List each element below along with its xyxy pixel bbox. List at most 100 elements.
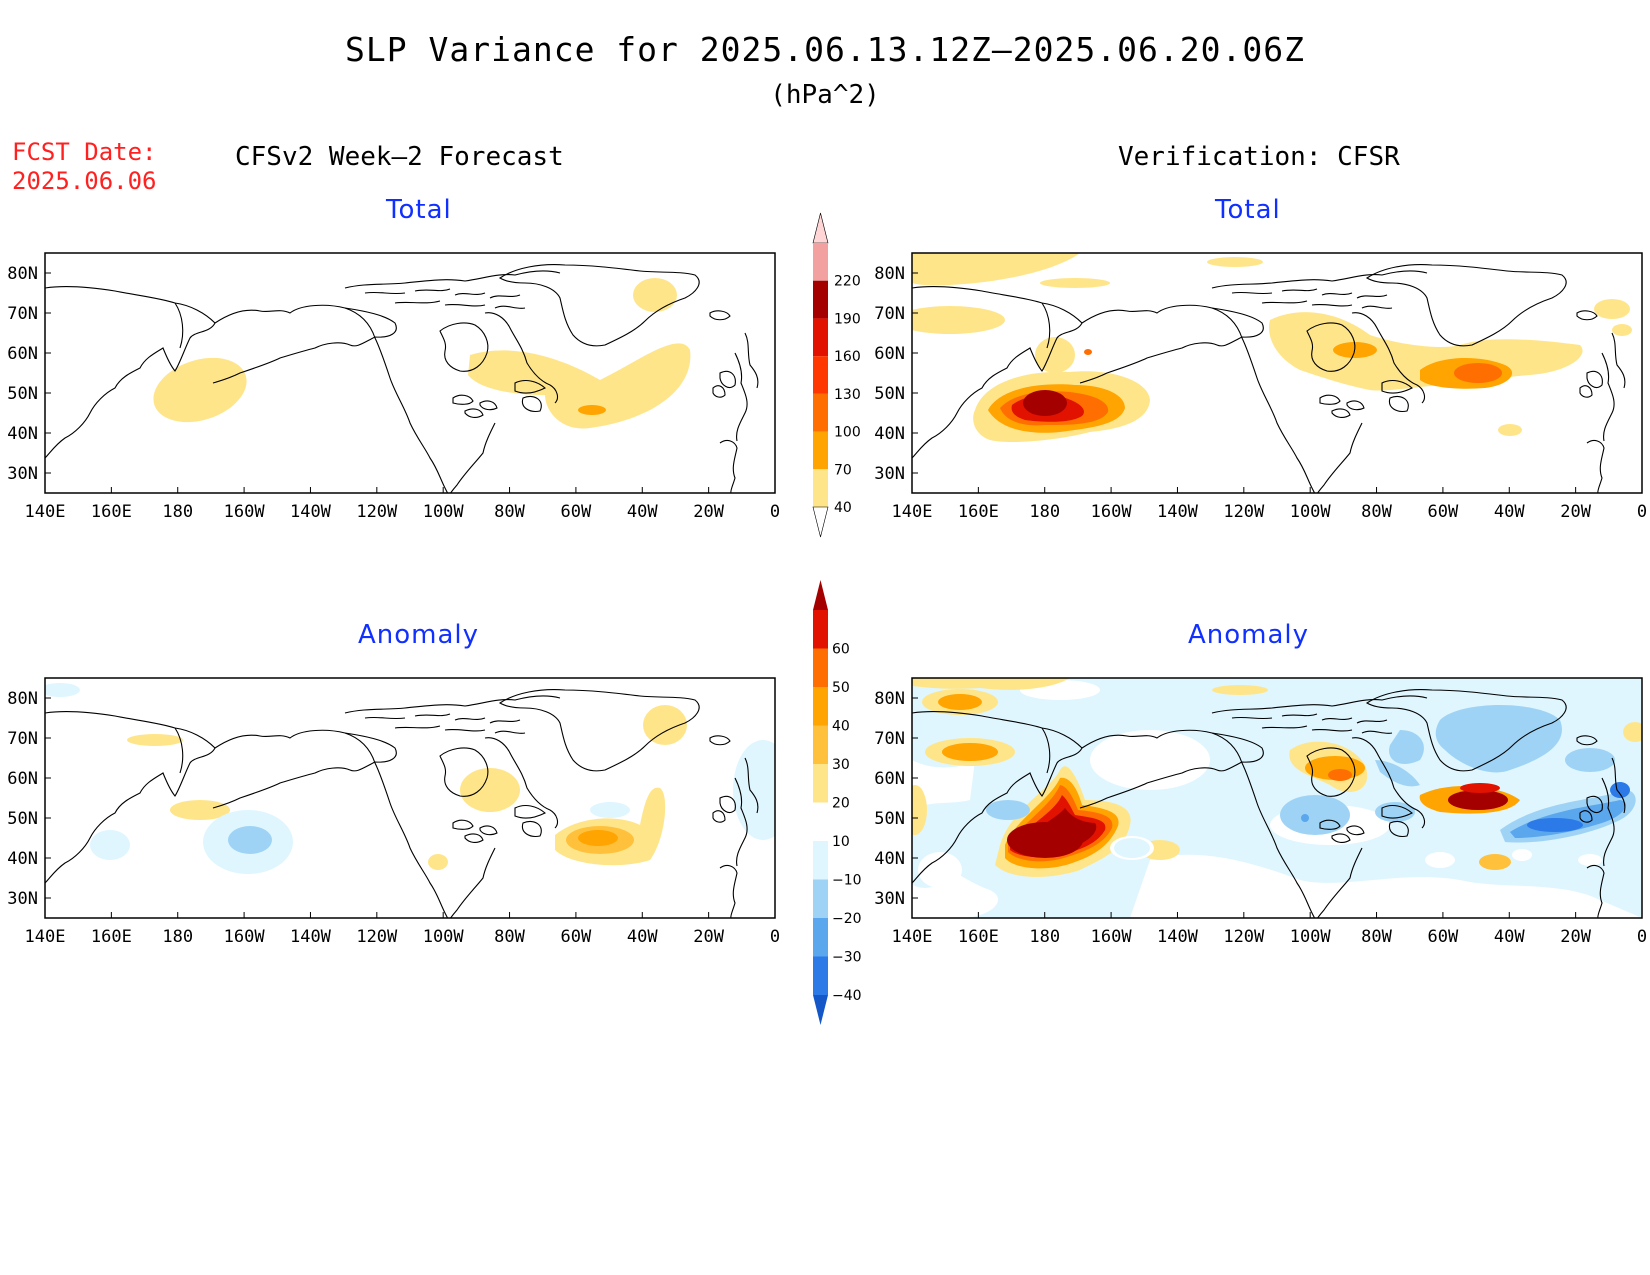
latitude-tick-label: 60N	[874, 769, 905, 789]
forecast-total-shading	[153, 278, 691, 429]
coastline-segment	[1576, 735, 1598, 746]
coastline-segment	[1351, 312, 1426, 404]
coastline-segment	[452, 819, 474, 830]
coastline-segment	[1211, 307, 1316, 493]
coastline-segment	[484, 312, 559, 404]
colorbar-level-label: −10	[832, 873, 862, 889]
colorbar-swatch	[813, 841, 828, 880]
coastline-segment	[1601, 757, 1626, 867]
longitude-tick-label: 80W	[494, 502, 525, 522]
longitude-tick-label: 140W	[290, 927, 332, 947]
longitude-tick-label: 100W	[423, 927, 465, 947]
coastline-segment	[712, 810, 726, 823]
coastline-segment	[1261, 725, 1393, 734]
colorbar-level-label: −20	[832, 911, 862, 927]
longitude-tick-label: 160W	[1091, 927, 1133, 947]
longitude-tick-label: 100W	[423, 502, 465, 522]
longitude-tick-label: 140W	[290, 502, 332, 522]
coastline-segment	[521, 395, 542, 412]
longitude-tick-label: 60W	[1428, 502, 1459, 522]
colorbar-level-label: −30	[832, 950, 862, 966]
latitude-tick-label: 40N	[7, 849, 38, 869]
longitude-tick-label: 60W	[561, 502, 592, 522]
colorbar-swatch	[813, 356, 828, 394]
coastline-segment	[1586, 795, 1603, 813]
latitude-tick-label: 40N	[7, 424, 38, 444]
longitude-tick-label: 0	[1637, 502, 1647, 522]
coastline-segment	[521, 820, 542, 837]
colorbar-swatch	[813, 648, 828, 687]
coastline-segment	[1586, 439, 1605, 493]
forecast-column-header: CFSv2 Week–2 Forecast	[235, 142, 564, 172]
longitude-tick-label: 80W	[1361, 502, 1392, 522]
forecast-anomaly-map	[45, 683, 775, 918]
colorbar-level-label: 10	[832, 834, 850, 850]
longitude-tick-label: 0	[770, 927, 780, 947]
longitude-tick-label: 140W	[1157, 927, 1199, 947]
latitude-tick-label: 80N	[874, 264, 905, 284]
latitude-tick-label: 80N	[7, 264, 38, 284]
forecast-anomaly-frame	[44, 677, 776, 919]
latitude-tick-label: 30N	[874, 464, 905, 484]
coastline-segment	[498, 689, 700, 772]
longitude-tick-label: 120W	[1223, 927, 1265, 947]
colorbar-swatch	[813, 956, 828, 995]
verification-anomaly-coastlines	[912, 689, 1626, 918]
latitude-tick-label: 70N	[874, 304, 905, 324]
longitude-tick-label: 160E	[958, 502, 999, 522]
longitude-tick-label: 20W	[1560, 502, 1591, 522]
colorbar-swatch	[813, 280, 828, 319]
coastline-segment	[712, 385, 726, 398]
coastline-segment	[1331, 833, 1351, 843]
longitude-tick-label: 120W	[356, 927, 398, 947]
map-axis-labels: 80N 70N 60N 50N 40N 30N 140E 160E 180 160W 140W 120…	[7, 264, 1647, 947]
colorbar-lower-extension	[812, 506, 829, 538]
coastline-segment	[479, 825, 498, 836]
longitude-tick-label: 40W	[1494, 927, 1525, 947]
longitude-tick-label: 100W	[1290, 927, 1332, 947]
coastline-segment	[1231, 713, 1388, 724]
forecast-total-map	[45, 264, 759, 493]
colorbar-upper-extension	[812, 212, 829, 244]
latitude-tick-label: 70N	[7, 304, 38, 324]
coastline-segment	[719, 439, 738, 493]
coastline-segment	[514, 804, 546, 819]
latitude-tick-label: 30N	[874, 889, 905, 909]
colorbar-level-label: 220	[834, 274, 861, 290]
verification-total-frame	[911, 252, 1643, 494]
forecast-total-title: Total	[386, 195, 452, 225]
colorbar-level-label: −40	[832, 988, 862, 1004]
coastline-segment	[1319, 819, 1341, 830]
coastline-segment	[344, 695, 561, 714]
coastline-segment	[1319, 394, 1341, 405]
verification-anomaly-frame	[911, 677, 1643, 919]
forecast-date-caption: FCST Date:	[12, 138, 157, 166]
coastline-segment	[1316, 422, 1363, 493]
colorbar-level-label: 40	[834, 500, 852, 516]
coastline-segment	[449, 847, 496, 918]
longitude-tick-label: 0	[1637, 927, 1647, 947]
verification-total-coastlines	[912, 264, 1626, 493]
colorbar-swatch	[813, 725, 828, 764]
coastline-segment	[1381, 804, 1413, 819]
forecast-total-frame	[44, 252, 776, 494]
longitude-tick-label: 180	[1029, 927, 1060, 947]
colorbar-swatch	[813, 243, 828, 281]
figure-title: SLP Variance for 2025.06.13.12Z–2025.06.…	[345, 30, 1305, 69]
coastline-segment	[439, 747, 489, 797]
coastline-segment	[1388, 395, 1409, 412]
colorbar-swatch	[813, 393, 828, 432]
forecast-date-label: FCST Date: 2025.06.06	[12, 138, 157, 196]
coastline-segment	[912, 711, 1083, 884]
forecast-anomaly-shading	[45, 683, 775, 874]
forecast-date-value: 2025.06.06	[12, 167, 157, 195]
forecast-anomaly-title: Anomaly	[358, 620, 480, 650]
coastline-segment	[1381, 379, 1413, 394]
coastline-segment	[1346, 825, 1365, 836]
latitude-tick-label: 40N	[874, 849, 905, 869]
coastline-segment	[45, 286, 216, 459]
colorbar-swatch	[813, 802, 828, 841]
latitude-tick-label: 50N	[7, 384, 38, 404]
latitude-tick-label: 40N	[874, 424, 905, 444]
coastline-segment	[394, 300, 526, 309]
